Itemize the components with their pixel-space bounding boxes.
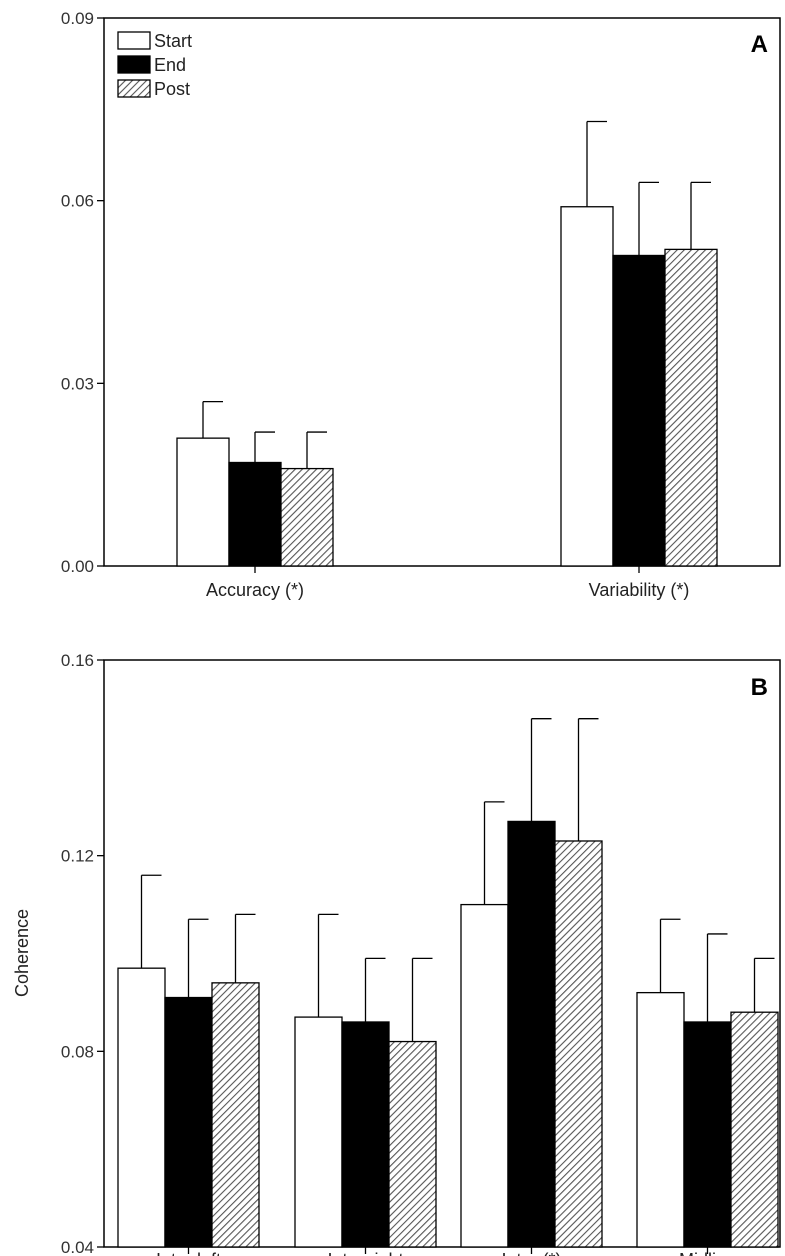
bar-end xyxy=(507,820,556,1248)
category-label: Inter (*) xyxy=(501,1250,561,1256)
panel-a-letter: A xyxy=(751,31,768,58)
category-label: Midline xyxy=(679,1250,736,1256)
legend-label-start: Start xyxy=(154,31,192,51)
y-tick-label: 0.08 xyxy=(61,1042,94,1061)
legend-swatch-post xyxy=(117,79,151,98)
bar-start xyxy=(560,206,614,567)
legend-label-post: Post xyxy=(154,79,190,99)
panel-a-frame xyxy=(103,17,781,567)
bar-post xyxy=(280,467,334,567)
bar-start xyxy=(117,967,166,1248)
panel-a-chart: A Start End Post 0.00 0.03 0.06 0.09 Accuracy … xyxy=(61,9,781,600)
panel-b-letter: B xyxy=(751,674,768,701)
category-label: Intra right xyxy=(327,1250,403,1256)
y-axis-label: Coherence xyxy=(12,909,32,997)
legend-label-end: End xyxy=(154,55,186,75)
legend-swatch-start xyxy=(117,31,151,50)
category-label: Accuracy (*) xyxy=(206,580,304,600)
category-label: Intra left xyxy=(156,1250,221,1256)
y-tick-label: 0.09 xyxy=(61,9,94,28)
legend: Start End Post xyxy=(117,31,192,99)
bar-post xyxy=(664,248,718,567)
y-tick-label: 0.03 xyxy=(61,374,94,393)
bar-end xyxy=(228,461,282,567)
bar-end xyxy=(612,254,666,567)
bar-post xyxy=(730,1011,779,1248)
bar-post xyxy=(388,1040,437,1248)
y-tick-label: 0.16 xyxy=(61,651,94,670)
bar-start xyxy=(460,903,509,1248)
bar-post xyxy=(211,982,260,1248)
panel-b-frame xyxy=(103,659,781,1248)
bar-start xyxy=(294,1016,343,1248)
y-tick-label: 0.12 xyxy=(61,847,94,866)
bar-start xyxy=(176,437,230,567)
y-tick-label: 0.06 xyxy=(61,192,94,211)
y-tick-label: 0.00 xyxy=(61,557,94,576)
y-tick-label: 0.04 xyxy=(61,1238,94,1256)
category-label: Variability (*) xyxy=(589,580,690,600)
bar-end xyxy=(164,996,213,1248)
bar-start xyxy=(636,991,685,1248)
bar-end xyxy=(683,1021,732,1248)
legend-swatch-end xyxy=(117,55,151,74)
panel-b-chart: B Coherence 0.04 0.08 0.12 0.16 Intra left In… xyxy=(12,651,781,1256)
bar-post xyxy=(554,840,603,1248)
bar-end xyxy=(341,1021,390,1248)
